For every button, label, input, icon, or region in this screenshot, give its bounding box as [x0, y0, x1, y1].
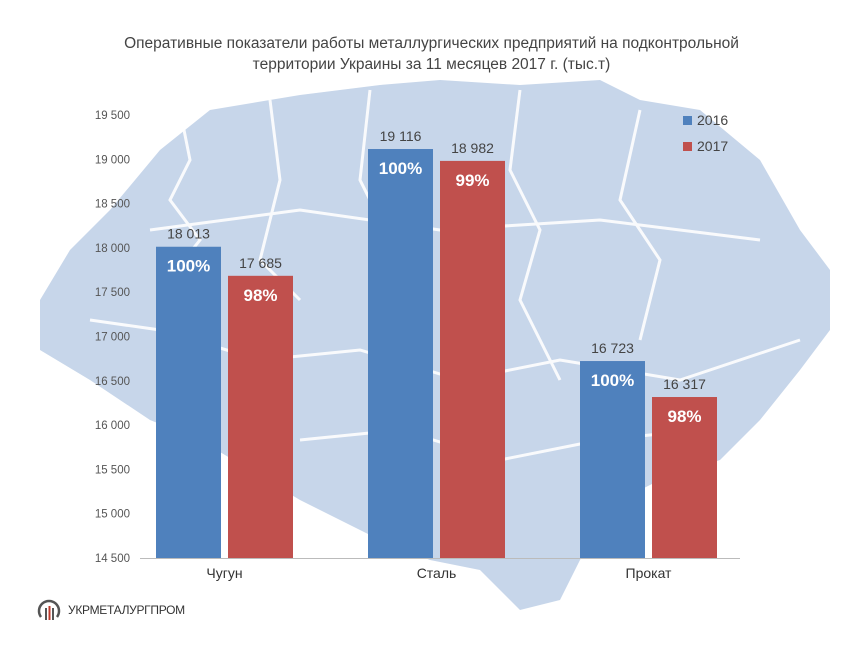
chart-title: Оперативные показатели работы металлурги…	[0, 33, 863, 75]
bar-2016-2	[580, 361, 645, 558]
value-label: 16 317	[663, 376, 706, 392]
percent-label: 98%	[667, 407, 701, 426]
percent-label: 99%	[455, 171, 489, 190]
logo-icon	[37, 599, 61, 620]
legend-label-2017: 2017	[697, 138, 728, 154]
bars: 18 013 100% 17 685 98% 19 116 100% 18 982 99% 16…	[156, 128, 717, 558]
x-tick-label: Прокат	[626, 565, 673, 581]
bar-2016-1	[368, 149, 433, 558]
y-axis: 14 500 15 000 15 500 16 000 16 500 17 000 17 5…	[95, 110, 130, 565]
y-tick-label: 17 000	[95, 332, 130, 344]
y-tick-label: 17 500	[95, 287, 130, 299]
legend-swatch-2016	[683, 116, 692, 125]
chart-title-line-2: территории Украины за 11 месяцев 2017 г.…	[252, 56, 611, 73]
y-tick-label: 18 000	[95, 243, 130, 255]
chart-title-line-1: Оперативные показатели работы металлурги…	[124, 35, 739, 52]
legend-swatch-2017	[683, 142, 692, 151]
bar-2016-0	[156, 246, 221, 558]
x-tick-label: Чугун	[206, 565, 242, 581]
percent-label: 100%	[591, 371, 634, 390]
bar-2017-2	[652, 397, 717, 558]
legend-label-2016: 2016	[697, 112, 728, 128]
percent-label: 100%	[167, 257, 210, 276]
logo-text: УКРМЕТАЛУРГПРОМ	[68, 603, 185, 617]
value-label: 16 723	[591, 340, 634, 356]
percent-label: 98%	[243, 286, 277, 305]
y-tick-label: 16 500	[95, 376, 130, 388]
x-tick-label: Сталь	[417, 565, 457, 581]
y-tick-label: 18 500	[95, 199, 130, 211]
value-label: 19 116	[380, 128, 422, 144]
bar-2017-1	[440, 160, 505, 558]
percent-label: 100%	[379, 159, 422, 178]
value-label: 17 685	[239, 255, 282, 271]
logo: УКРМЕТАЛУРГПРОМ	[36, 597, 185, 623]
y-tick-label: 19 000	[95, 154, 130, 166]
legend: 2016 2017	[683, 112, 728, 154]
y-tick-label: 14 500	[95, 553, 130, 565]
value-label: 18 013	[167, 226, 210, 242]
value-label: 18 982	[451, 140, 494, 156]
y-tick-label: 19 500	[95, 110, 130, 122]
y-tick-label: 15 000	[95, 509, 130, 521]
y-tick-label: 15 500	[95, 464, 130, 476]
x-axis: Чугун Сталь Прокат	[140, 558, 740, 581]
y-tick-label: 16 000	[95, 420, 130, 432]
bar-2017-0	[228, 275, 293, 558]
